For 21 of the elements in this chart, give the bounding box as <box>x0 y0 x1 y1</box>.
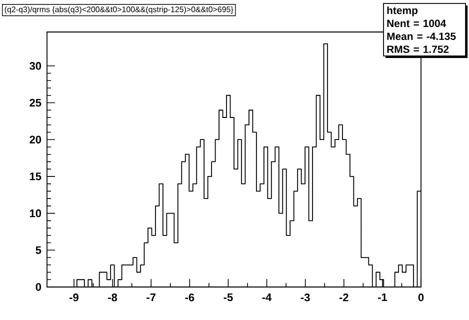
x-tick-label: -4 <box>262 294 272 302</box>
annotation: RMS = 1.752 <box>387 46 449 53</box>
x-tick-label: -1 <box>378 294 388 302</box>
x-tick-label: -7 <box>146 294 156 302</box>
y-tick-label: 25 <box>30 98 42 107</box>
text: htemp <box>387 6 418 16</box>
x-tick-label: -8 <box>108 294 118 302</box>
y-tick-label: 0 <box>36 283 42 291</box>
y-tick-label: 20 <box>30 136 42 144</box>
y-tick-label: 5 <box>36 246 42 254</box>
x-tick-label: 0 <box>418 294 424 302</box>
text: Nent = 1004 <box>387 20 446 28</box>
x-tick-label: -2 <box>339 294 348 302</box>
annotation: Mean = -4.135 <box>387 32 456 40</box>
x-tick-label: -6 <box>185 294 194 302</box>
y-tick-label: 15 <box>30 172 42 180</box>
x-tick-label: -9 <box>70 294 78 302</box>
x-tick-label: -5 <box>224 294 233 302</box>
y-tick-label: 10 <box>30 209 42 218</box>
y-tick-label: 30 <box>30 62 42 70</box>
x-tick-label: -3 <box>300 294 310 302</box>
